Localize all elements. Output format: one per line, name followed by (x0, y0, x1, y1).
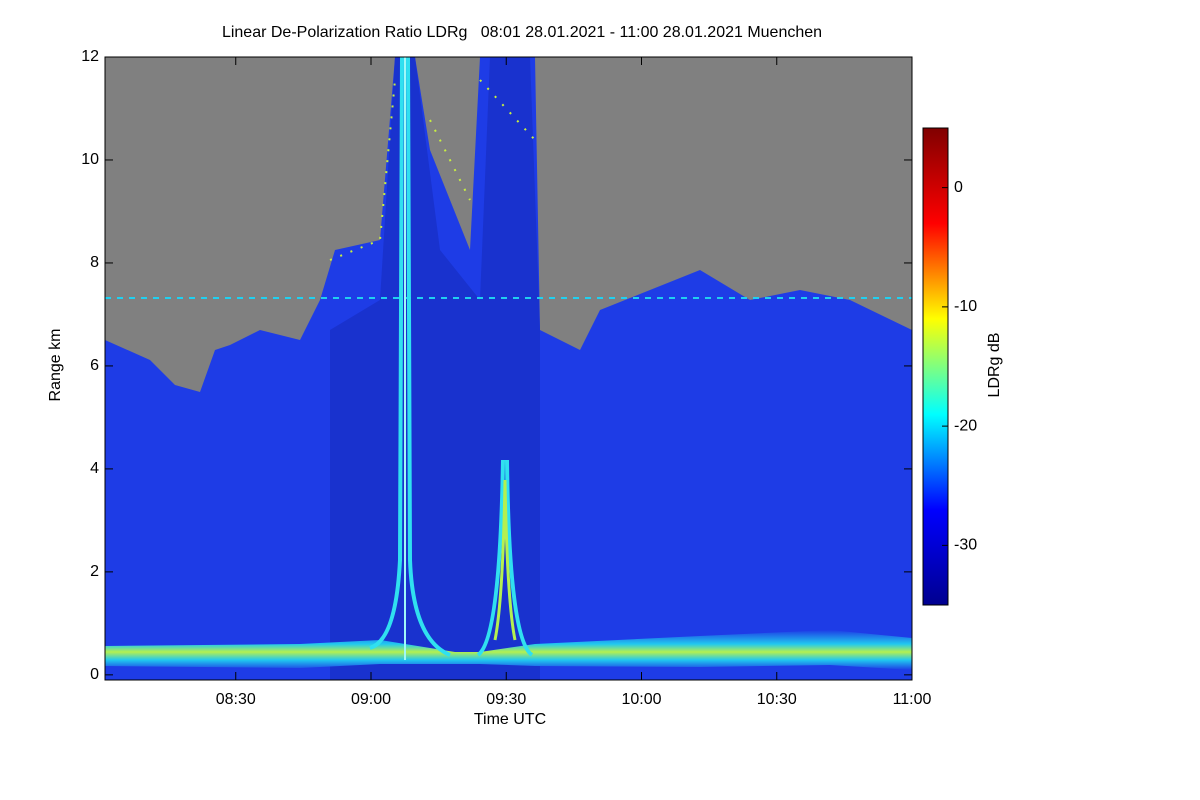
x-tick-label: 09:30 (486, 691, 526, 708)
x-tick-label: 11:00 (893, 691, 932, 708)
y-tick-label: 12 (81, 48, 99, 65)
plot-frame (104, 56, 913, 681)
colorbar-label: LDRg dB (986, 333, 1003, 398)
y-tick-label: 0 (90, 666, 99, 683)
y-tick-label: 8 (90, 254, 99, 271)
y-axis-label: Range km (47, 329, 64, 402)
y-tick-label: 2 (90, 563, 99, 580)
y-tick-label: 6 (90, 357, 99, 374)
x-tick-label: 10:00 (621, 691, 661, 708)
chart-title: Linear De-Polarization Ratio LDRg 08:01 … (222, 24, 822, 41)
field (105, 56, 912, 680)
colorbar (922, 127, 949, 606)
y-tick-label: 10 (81, 151, 99, 168)
colorbar-tick-label: -20 (954, 417, 977, 434)
x-tick-label: 09:00 (351, 691, 391, 708)
colorbar-tick-label: -30 (954, 537, 977, 554)
x-tick-label: 10:30 (757, 691, 797, 708)
x-axis-label: Time UTC (474, 711, 546, 728)
colorbar-tick-label: 0 (954, 179, 963, 196)
colorbar-tick-label: -10 (954, 298, 977, 315)
x-tick-label: 08:30 (216, 691, 256, 708)
y-tick-label: 4 (90, 460, 99, 477)
